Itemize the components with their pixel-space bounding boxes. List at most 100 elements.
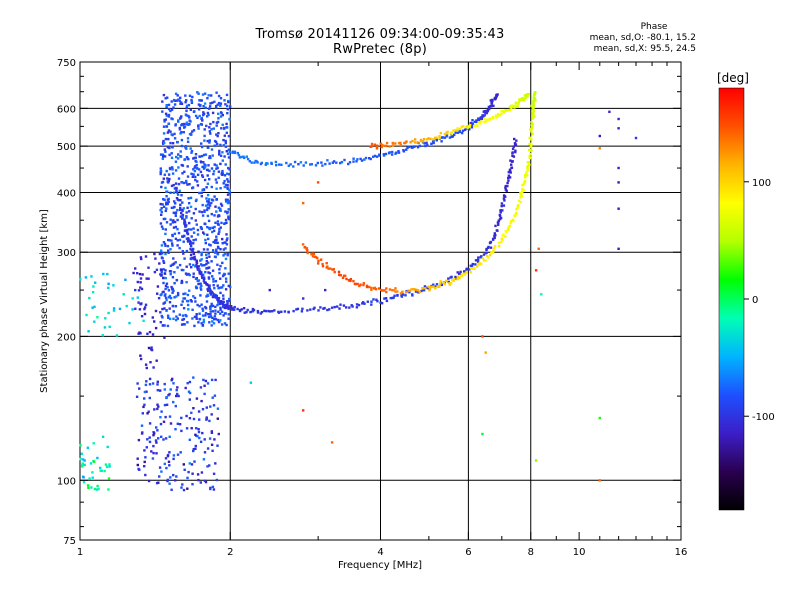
cluster-point [170, 184, 174, 188]
cluster-point [188, 116, 191, 119]
trace-point [263, 309, 266, 312]
cluster-point [185, 121, 189, 124]
trace-point [416, 289, 420, 292]
cluster-point [213, 438, 216, 441]
cluster-point [172, 289, 175, 292]
cluster-point [138, 272, 142, 276]
trace-point [485, 120, 488, 123]
cluster-point [167, 173, 171, 176]
cluster-point [220, 204, 224, 207]
cluster-point [208, 107, 211, 110]
cluster-point [165, 105, 168, 109]
trace-point [413, 145, 416, 148]
trace-point [533, 115, 536, 118]
trace-point [256, 309, 260, 313]
cluster-point [186, 382, 189, 385]
trace-point [511, 147, 515, 151]
trace-point [468, 124, 472, 127]
cluster-point [215, 124, 218, 127]
trace-point [172, 183, 175, 187]
trace-point [482, 259, 486, 262]
cluster-point [173, 205, 176, 209]
trace-point [466, 125, 469, 128]
cluster-point [217, 432, 220, 436]
cluster-point [143, 397, 146, 400]
cluster-point [140, 424, 144, 427]
cluster-point [153, 252, 156, 256]
trace-point [478, 261, 481, 265]
cluster-point [186, 175, 190, 178]
cluster-point [192, 275, 195, 279]
trace-point [391, 144, 395, 147]
trace-point [414, 288, 417, 291]
cluster-point [145, 380, 148, 383]
cluster-point [162, 139, 165, 143]
cluster-point [167, 137, 170, 141]
cluster-point [179, 101, 183, 104]
trace-point [414, 138, 417, 141]
cluster-point [193, 156, 196, 160]
cluster-point [171, 287, 174, 291]
cluster-point [189, 205, 193, 208]
cluster-point [219, 97, 223, 100]
cluster-point [147, 346, 151, 350]
cluster-point [198, 210, 201, 213]
cluster-point [138, 387, 141, 390]
cluster-point [164, 276, 167, 280]
cluster-point [147, 277, 150, 280]
trace-point [468, 268, 471, 271]
trace-point [183, 224, 187, 227]
cluster-point [194, 175, 197, 179]
cluster-point [162, 155, 165, 158]
cluster-point [181, 201, 184, 204]
trace-point [195, 264, 199, 268]
cluster-point [210, 260, 213, 263]
cluster-point [216, 134, 219, 138]
cluster-point [196, 233, 200, 236]
trace-point [500, 240, 503, 244]
cluster-point [104, 317, 107, 320]
trace-point [498, 114, 501, 117]
cluster-point [218, 271, 221, 275]
trace-point [452, 129, 455, 132]
cluster-point [87, 330, 90, 333]
cluster-point [190, 300, 193, 303]
cluster-point [159, 321, 162, 324]
trace-point [456, 127, 459, 130]
cluster-point [177, 120, 180, 123]
cluster-point [192, 239, 195, 242]
trace-point [411, 146, 415, 149]
trace-point [490, 101, 494, 104]
cluster-point [143, 449, 146, 452]
trace-point [349, 279, 352, 283]
cluster-point [151, 457, 155, 460]
cluster-point [184, 313, 187, 317]
cluster-point [168, 307, 171, 310]
cluster-point [209, 405, 212, 408]
cluster-point [180, 138, 184, 142]
cluster-point [142, 405, 145, 409]
trace-point [384, 152, 388, 156]
cluster-point [80, 452, 83, 455]
cluster-point [228, 168, 231, 171]
trace-point [341, 276, 345, 279]
cluster-point [177, 177, 181, 180]
cluster-point [143, 307, 146, 311]
cluster-point [156, 407, 159, 411]
cluster-point [143, 312, 147, 316]
trace-point [443, 282, 446, 286]
trace-point [374, 288, 378, 291]
cluster-point [103, 469, 106, 473]
trace-point [174, 182, 178, 185]
cluster-point [107, 282, 110, 285]
cluster-point [178, 423, 182, 426]
trace-point [458, 129, 462, 133]
cluster-point [227, 200, 231, 203]
trace-point [463, 270, 466, 273]
trace-point [532, 110, 535, 113]
cluster-point [227, 272, 230, 275]
cluster-point [159, 208, 162, 212]
cluster-point [162, 177, 165, 180]
cluster-point [182, 292, 185, 296]
